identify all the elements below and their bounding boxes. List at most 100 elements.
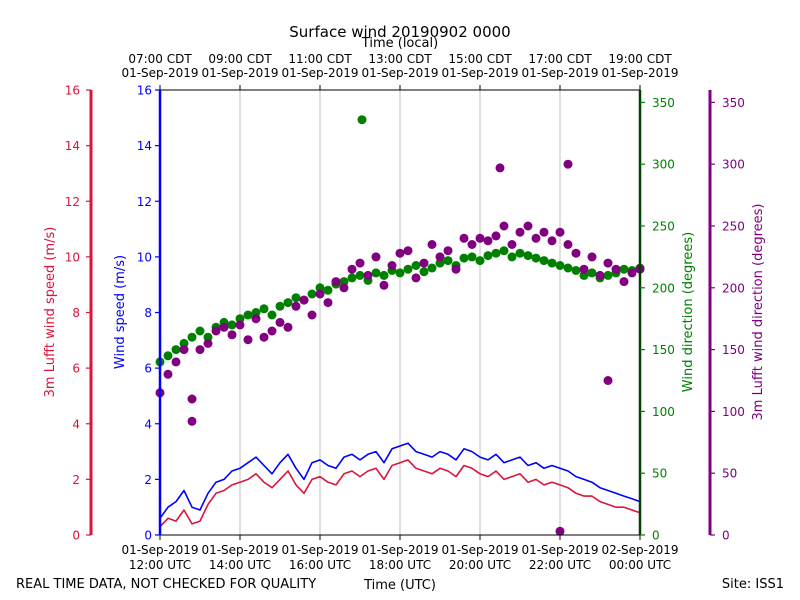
x-tick-label-local-date: 01-Sep-2019 [201,66,278,80]
lufft-dir-point [395,248,405,258]
lufft-dir-point [163,369,173,379]
x-tick-label-local-date: 01-Sep-2019 [601,66,678,80]
x-tick-label-local-date: 01-Sep-2019 [521,66,598,80]
wind-dir-point [483,251,493,261]
x-tick-label-utc-time: 20:00 UTC [449,558,511,572]
lufft-direction-tick-label: 300 [722,158,745,172]
lufft-dir-point [259,332,269,342]
x-tick-label-local-time: 13:00 CDT [368,52,432,66]
x-tick-label-utc-time: 16:00 UTC [289,558,351,572]
wind-speed-tick-label: 8 [144,306,152,320]
wind-dir-point [619,264,629,274]
lufft-dir-point [291,301,301,311]
lufft-dir-point [411,273,421,283]
lufft-dir-point [355,258,365,268]
wind-speed-series-line [159,442,641,519]
wind-dir-point [187,332,197,342]
wind-dir-point [467,252,477,262]
x-tick-label-local-time: 17:00 CDT [528,52,592,66]
wind-dir-point [563,263,573,273]
lufft-speed-tick-label: 14 [65,139,80,153]
chart-title: Surface wind 20190902 0000 [289,23,510,41]
lufft-dir-point [275,317,285,327]
wind-dir-point [475,256,485,266]
wind-dir-point [283,298,293,308]
x-tick-label-local-time: 11:00 CDT [288,52,352,66]
wind-dir-point [411,261,421,270]
lufft-dir-point [603,376,613,385]
wind-dir-point [419,267,429,277]
wind-speed-tick-label: 2 [144,473,152,487]
lufft-dir-point [171,357,181,367]
lufft-dir-point [211,326,221,336]
lufft-speed-tick-label: 0 [72,529,80,543]
lufft-speed-tick-label: 4 [72,417,80,431]
wind-dir-point [347,273,357,283]
lufft-dir-point [187,394,197,404]
x-tick-label-utc-date: 01-Sep-2019 [281,543,358,557]
lufft-dir-point [491,231,501,241]
lufft-dir-point [387,261,397,270]
x-tick-label-utc-time: 18:00 UTC [369,558,431,572]
wind-dir-point [579,270,589,280]
wind-dir-point [531,253,541,263]
lufft-dir-point [483,236,493,246]
site-label: Site: ISS1 [722,577,784,592]
lufft-dir-point [627,268,637,278]
lufft-dir-point [363,270,373,280]
x-tick-label-utc-date: 01-Sep-2019 [441,543,518,557]
wind-dir-point [355,270,365,280]
wind-speed-tick-label: 14 [137,139,152,153]
lufft-dir-point [331,277,341,287]
wind-direction-tick-label: 250 [652,219,675,233]
lufft-dir-point [563,159,573,169]
lufft-direction-tick-label: 200 [722,281,745,295]
lufft-direction-tick-label: 150 [722,343,745,357]
wind-dir-point [243,310,253,320]
lufft-speed-tick-label: 16 [65,84,80,98]
x-tick-label-utc-time: 12:00 UTC [129,558,191,572]
x-tick-label-local-time: 19:00 CDT [608,52,672,66]
lufft-dir-point [595,270,605,280]
x-tick-label-local-time: 15:00 CDT [448,52,512,66]
wind-dir-point [227,320,237,330]
wind-dir-point [539,256,549,266]
top-x-axis-label: Time (local) [361,36,438,51]
wind-dir-point [251,308,261,317]
x-tick-label-local-time: 09:00 CDT [208,52,272,66]
lufft-dir-point [603,258,613,268]
wind-dir-point [195,326,205,336]
lufft-dir-point [515,227,525,237]
lufft-dir-point [531,233,541,243]
wind-direction-tick-label: 150 [652,343,675,357]
lufft-dir-point [307,310,317,320]
x-tick-label-utc-time: 22:00 UTC [529,558,591,572]
x-tick-label-local-time: 07:00 CDT [128,52,192,66]
wind-dir-point [523,251,533,261]
x-tick-label-utc-date: 02-Sep-2019 [601,543,678,557]
lufft-speed-tick-label: 8 [72,306,80,320]
lufft-dir-point [563,240,573,249]
wind-speed-axis-label: Wind speed (m/s) [113,255,128,369]
lufft-direction-axis-label: 3m Lufft wind direction (degrees) [751,204,766,421]
wind-dir-point [371,268,381,278]
wind-dir-point [507,252,517,262]
wind-speed-tick-label: 12 [137,195,152,209]
lufft-dir-point [219,322,229,332]
x-tick-label-utc-date: 01-Sep-2019 [201,543,278,557]
wind-dir-point [555,261,565,270]
lufft-dir-point [459,233,469,243]
lufft-dir-point [179,345,189,355]
lufft-dir-point [579,264,589,274]
wind-dir-point [491,248,501,258]
lufft-dir-point [227,330,237,340]
wind-direction-tick-label: 100 [652,405,675,419]
x-tick-label-local-date: 01-Sep-2019 [361,66,438,80]
lufft-dir-point [403,246,413,256]
lufft-direction-tick-label: 0 [722,529,730,543]
wind-dir-point [379,270,389,280]
wind-dir-point [403,264,413,274]
lufft-speed-tick-label: 10 [65,250,80,264]
